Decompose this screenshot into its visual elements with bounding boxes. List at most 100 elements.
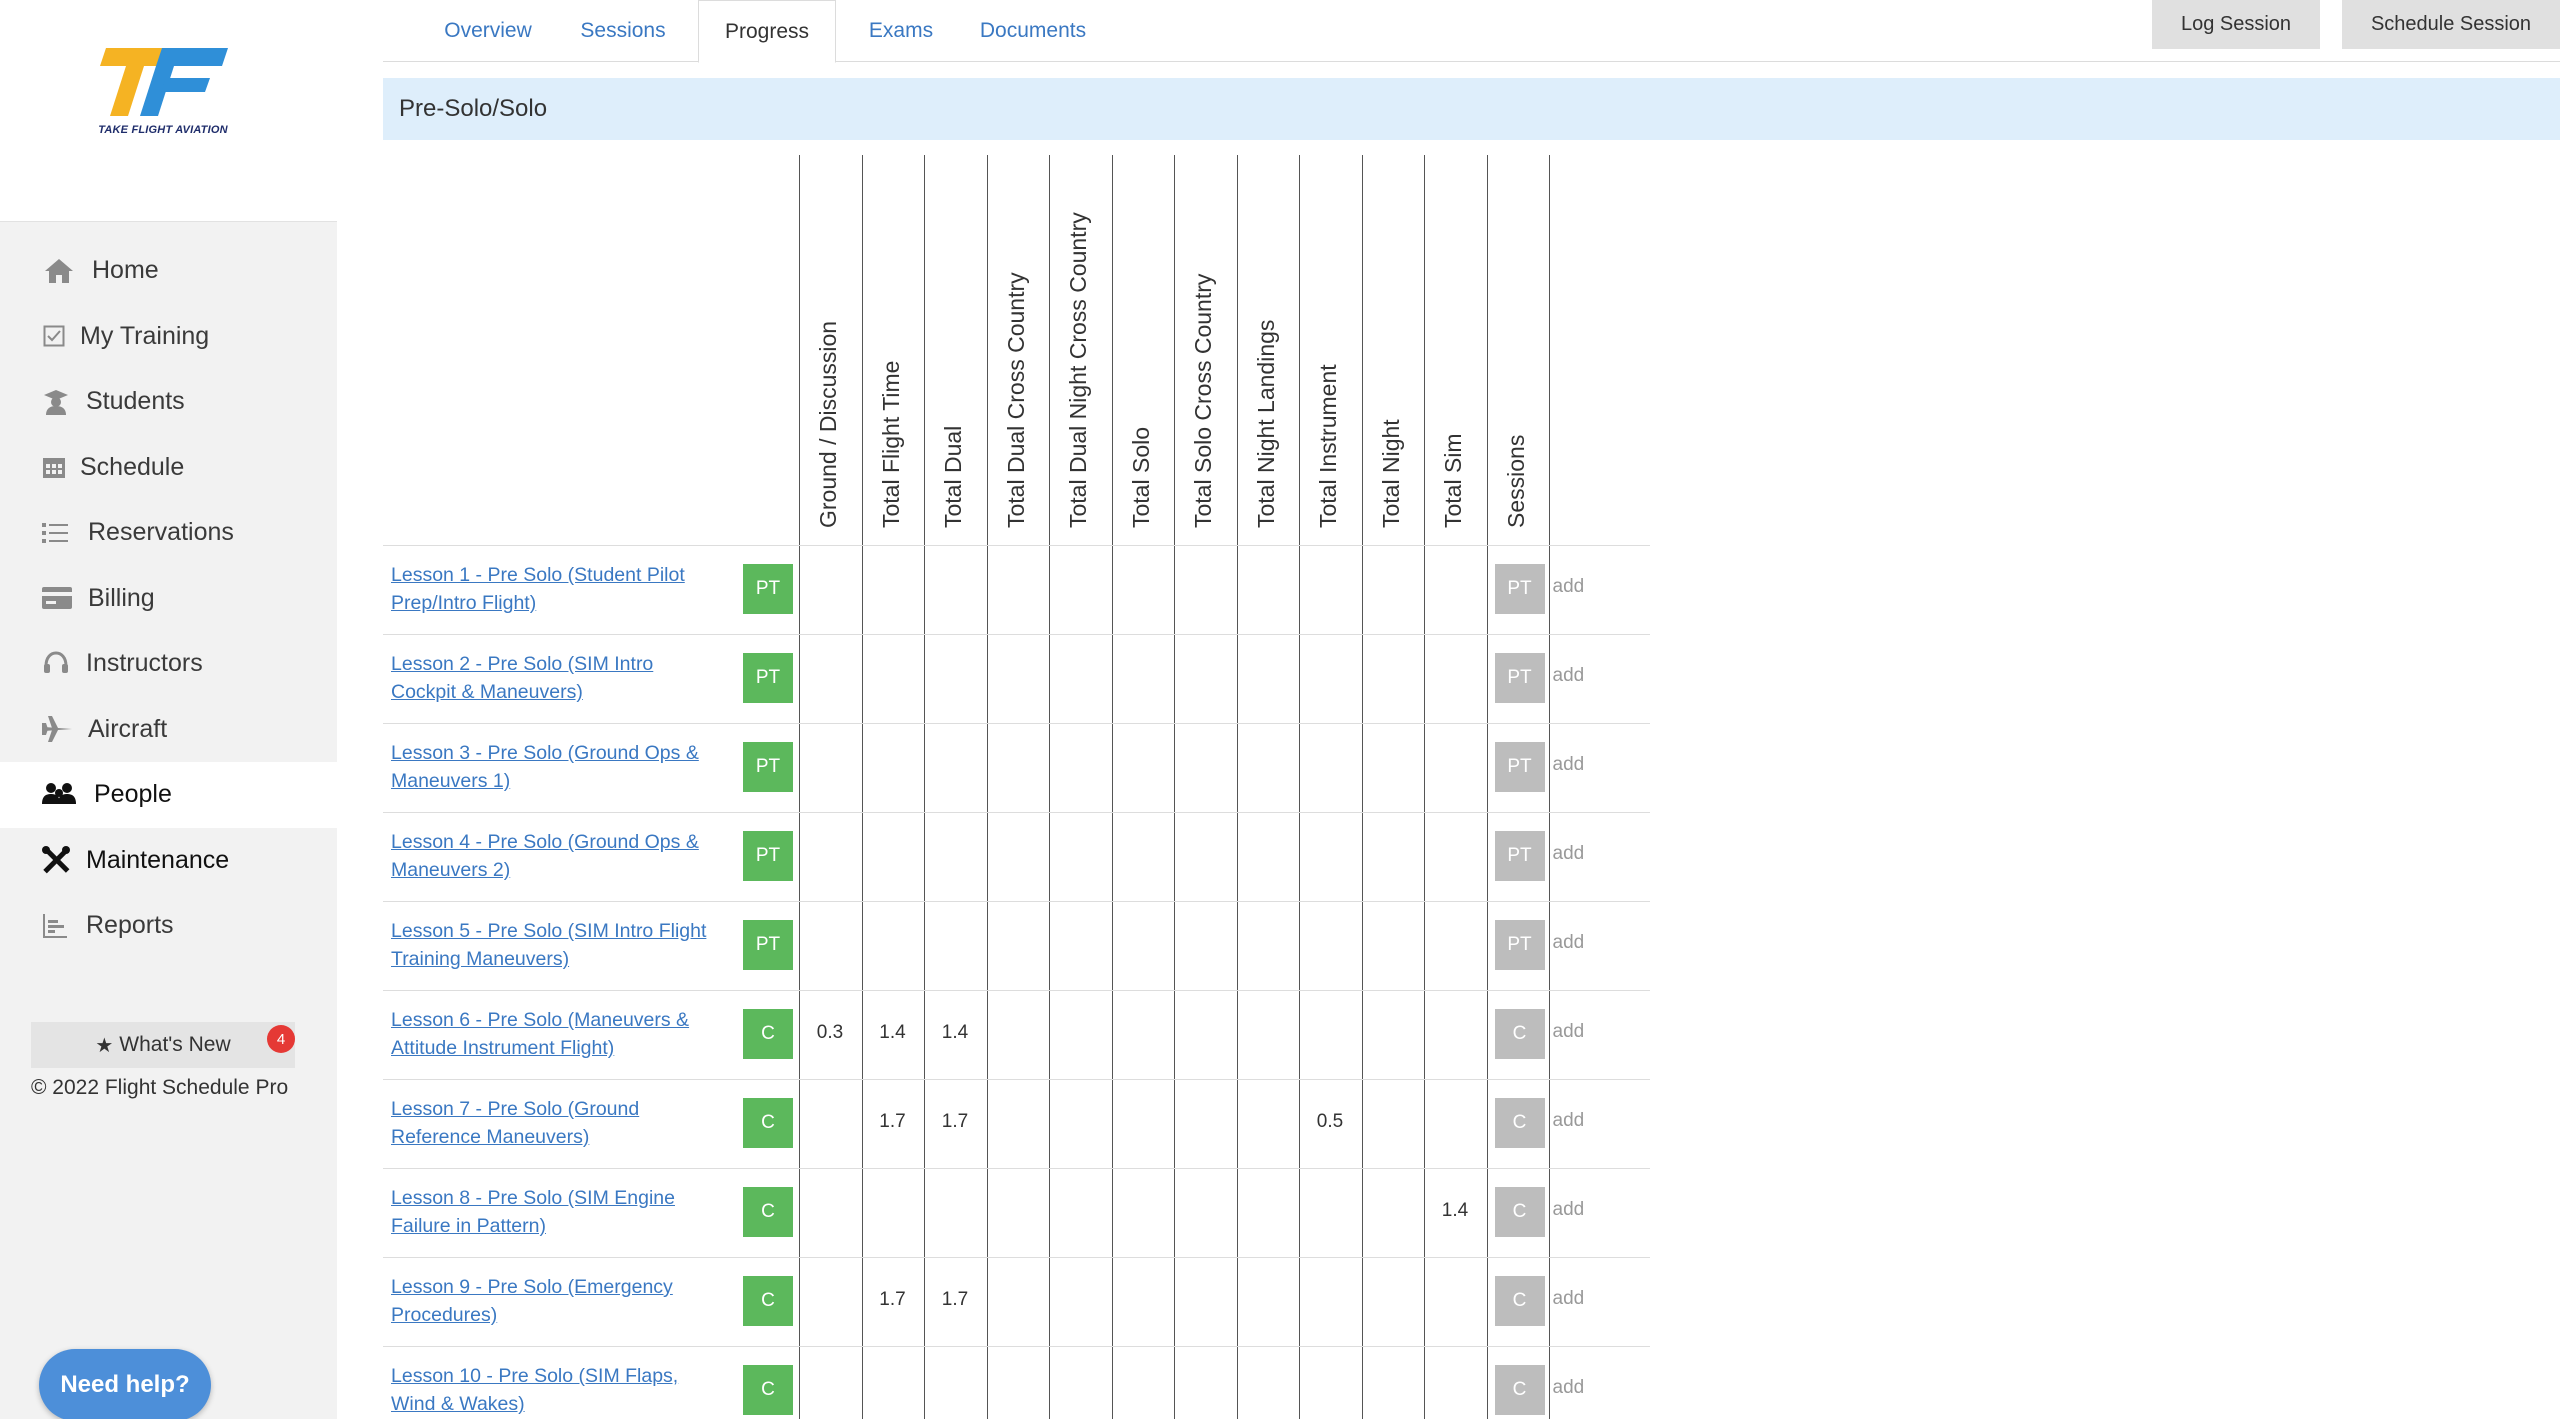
column-divider xyxy=(1361,155,1363,1419)
add-session-link[interactable]: add xyxy=(1552,1288,1585,1309)
tab-sessions[interactable]: Sessions xyxy=(580,19,666,42)
sidebar-item-instructors[interactable]: Instructors xyxy=(0,631,337,697)
session-status-badge[interactable]: C xyxy=(1494,1365,1545,1415)
column-header: Ground / Discussion xyxy=(815,320,841,528)
sidebar-item-label: Reports xyxy=(86,911,174,940)
column-header: Total Night xyxy=(1377,419,1404,528)
add-session-link[interactable]: add xyxy=(1552,1377,1585,1398)
session-status-badge[interactable]: PT xyxy=(1494,564,1545,614)
lesson-link[interactable]: Lesson 5 - Pre Solo (SIM Intro Flight Tr… xyxy=(391,920,707,970)
sidebar-item-people[interactable]: People xyxy=(0,762,337,828)
table-cell-value: 1.7 xyxy=(879,1289,906,1310)
whats-new-button[interactable]: ★ What's New 4 xyxy=(31,1022,295,1068)
sidebar-item-reservations[interactable]: Reservations xyxy=(0,500,337,566)
lesson-status-badge[interactable]: PT xyxy=(743,920,793,970)
lesson-link[interactable]: Lesson 7 - Pre Solo (Ground Reference Ma… xyxy=(391,1098,640,1148)
tab-documents[interactable]: Documents xyxy=(979,19,1087,42)
lesson-status-badge[interactable]: C xyxy=(743,1187,793,1237)
sidebar-item-schedule[interactable]: Schedule xyxy=(0,435,337,501)
row-divider xyxy=(383,990,1650,991)
column-header: Total Night Landings xyxy=(1252,319,1279,528)
column-divider xyxy=(1486,155,1488,1419)
add-session-link[interactable]: add xyxy=(1552,932,1585,953)
lesson-link[interactable]: Lesson 2 - Pre Solo (SIM Intro Cockpit &… xyxy=(391,653,654,703)
session-status-badge[interactable]: PT xyxy=(1494,831,1545,881)
column-header: Total Solo xyxy=(1127,426,1154,528)
lesson-link[interactable]: Lesson 10 - Pre Solo (SIM Flaps, Wind & … xyxy=(391,1365,679,1415)
column-header: Total Dual Night Cross Country xyxy=(1065,212,1091,528)
calendar-icon xyxy=(42,452,66,482)
lesson-status-badge[interactable]: PT xyxy=(743,564,793,614)
headset-icon xyxy=(42,649,70,679)
sidebar-item-home[interactable]: Home xyxy=(0,238,337,304)
whats-new-label: What's New xyxy=(119,1033,231,1056)
add-session-link[interactable]: add xyxy=(1552,1199,1585,1220)
sidebar-item-my-training[interactable]: My Training xyxy=(0,304,337,370)
session-status-badge[interactable]: PT xyxy=(1494,653,1545,703)
sidebar-item-billing[interactable]: Billing xyxy=(0,566,337,632)
add-session-link[interactable]: add xyxy=(1552,1021,1585,1042)
lesson-status-badge[interactable]: C xyxy=(743,1098,793,1148)
lesson-link[interactable]: Lesson 8 - Pre Solo (SIM Engine Failure … xyxy=(391,1187,675,1237)
need-help-button[interactable]: Need help? xyxy=(39,1349,211,1419)
logo-text: TAKE FLIGHT AVIATION xyxy=(98,124,228,136)
lesson-status-badge[interactable]: PT xyxy=(743,653,793,703)
lesson-status-badge[interactable]: PT xyxy=(743,831,793,881)
column-divider xyxy=(1049,155,1050,1419)
lesson-link[interactable]: Lesson 9 - Pre Solo (Emergency Procedure… xyxy=(391,1276,673,1326)
lesson-link[interactable]: Lesson 4 - Pre Solo (Ground Ops & Maneuv… xyxy=(391,831,699,881)
lesson-status-badge[interactable]: PT xyxy=(743,742,793,792)
column-divider xyxy=(1174,155,1175,1419)
sidebar-item-label: Aircraft xyxy=(88,714,168,743)
table-cell-value: 1.7 xyxy=(879,1111,906,1132)
column-header: Total Flight Time xyxy=(877,360,904,528)
log-session-button[interactable]: Log Session xyxy=(2152,0,2320,49)
column-header: Sessions xyxy=(1502,434,1529,528)
add-session-link[interactable]: add xyxy=(1552,665,1585,686)
sidebar-item-label: Instructors xyxy=(86,649,203,678)
notification-badge: 4 xyxy=(267,1025,295,1053)
table-cell-value: 0.3 xyxy=(816,1022,844,1043)
row-divider xyxy=(383,1257,1650,1258)
session-status-badge[interactable]: C xyxy=(1494,1187,1545,1237)
checkbox-icon xyxy=(42,321,66,351)
lesson-status-badge[interactable]: C xyxy=(743,1365,793,1415)
sidebar-item-maintenance[interactable]: Maintenance xyxy=(0,828,337,894)
lesson-status-badge[interactable]: C xyxy=(743,1276,793,1326)
sidebar-item-students[interactable]: Students xyxy=(0,369,337,435)
tab-progress[interactable]: Progress xyxy=(698,0,836,63)
session-status-badge[interactable]: PT xyxy=(1494,742,1545,792)
list-icon xyxy=(42,518,68,548)
session-status-badge[interactable]: C xyxy=(1494,1009,1545,1059)
student-icon xyxy=(42,387,70,417)
add-session-link[interactable]: add xyxy=(1552,576,1585,597)
table-cell-value: 1.4 xyxy=(941,1022,969,1043)
lesson-link[interactable]: Lesson 3 - Pre Solo (Ground Ops & Maneuv… xyxy=(391,742,699,792)
sidebar-item-reports[interactable]: Reports xyxy=(0,893,337,959)
table-cell-value: 1.4 xyxy=(1441,1200,1469,1221)
airplane-icon xyxy=(42,714,72,744)
sidebar-item-label: Maintenance xyxy=(86,845,230,874)
logo-area: TAKE FLIGHT AVIATION xyxy=(0,0,337,222)
schedule-session-button[interactable]: Schedule Session xyxy=(2342,0,2560,49)
sidebar-item-aircraft[interactable]: Aircraft xyxy=(0,697,337,763)
sidebar-item-label: Billing xyxy=(88,583,155,612)
tab-exams[interactable]: Exams xyxy=(868,19,934,42)
session-status-badge[interactable]: PT xyxy=(1494,920,1545,970)
take-flight-logo-icon[interactable] xyxy=(100,44,228,120)
add-session-link[interactable]: add xyxy=(1552,1110,1585,1131)
add-session-link[interactable]: add xyxy=(1552,843,1585,864)
table-cell-value: 1.7 xyxy=(941,1289,969,1310)
column-divider xyxy=(861,155,863,1419)
lesson-link[interactable]: Lesson 6 - Pre Solo (Maneuvers & Attitud… xyxy=(391,1009,690,1059)
row-divider xyxy=(383,901,1650,902)
session-status-badge[interactable]: C xyxy=(1494,1276,1545,1326)
row-divider xyxy=(383,723,1650,724)
add-session-link[interactable]: add xyxy=(1552,754,1585,775)
lesson-link[interactable]: Lesson 1 - Pre Solo (Student Pilot Prep/… xyxy=(391,564,685,614)
column-header: Total Solo Cross Country xyxy=(1190,273,1216,528)
tab-overview[interactable]: Overview xyxy=(444,19,532,42)
lesson-status-badge[interactable]: C xyxy=(743,1009,793,1059)
row-divider xyxy=(383,812,1650,813)
session-status-badge[interactable]: C xyxy=(1494,1098,1545,1148)
